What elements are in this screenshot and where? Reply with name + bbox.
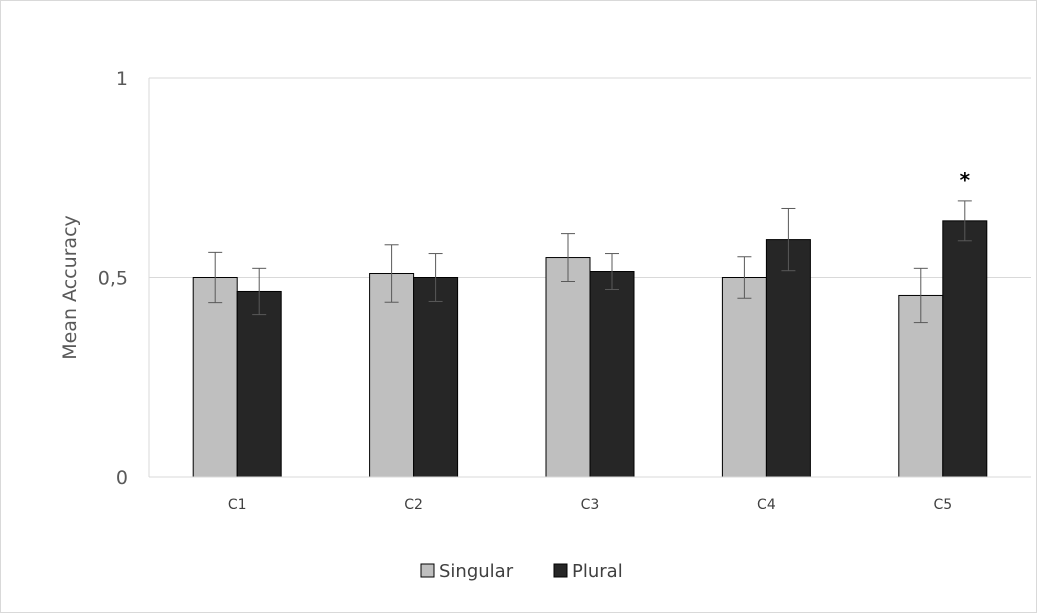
error-bar (913, 267, 928, 324)
x-tick-labels: C1 C2 C3 C4 C5 (228, 497, 952, 513)
error-bar (957, 200, 972, 242)
axes (148, 78, 1031, 478)
legend-swatch (553, 563, 568, 578)
bar-plural-c5 (942, 220, 988, 478)
bar-plural-c1 (236, 290, 282, 478)
x-tick-label: C2 (404, 497, 423, 513)
legend-item-plural: Plural (553, 561, 623, 582)
gridlines (149, 77, 1031, 278)
legend: Singular Plural (420, 561, 623, 582)
bar-plural-c4 (765, 239, 811, 478)
bars (192, 220, 988, 478)
annotations: * (960, 168, 971, 192)
x-tick-label: C1 (228, 497, 247, 513)
bar-plural-c3 (589, 271, 635, 478)
bar-singular-c1 (192, 277, 238, 478)
error-bar (252, 267, 267, 316)
bar-singular-c5 (898, 294, 944, 478)
x-tick-label: C4 (757, 497, 776, 513)
error-bar (208, 251, 223, 304)
legend-swatch (420, 563, 435, 578)
error-bar (428, 253, 443, 302)
y-axis-label: Mean Accuracy (59, 215, 81, 360)
y-tick-label: 0,5 (98, 268, 128, 290)
error-bars (208, 200, 972, 324)
bar-singular-c3 (545, 257, 591, 478)
bar-singular-c2 (369, 273, 415, 478)
x-tick-label: C5 (933, 497, 952, 513)
error-bar (605, 253, 619, 290)
significance-marker: * (960, 168, 971, 192)
x-tick-label: C3 (581, 497, 600, 513)
bar-singular-c4 (721, 277, 767, 478)
error-bar (561, 233, 575, 282)
y-tick-label: 0 (116, 467, 128, 489)
error-bar (384, 244, 399, 303)
legend-item-singular: Singular (420, 561, 514, 582)
legend-label: Plural (572, 561, 623, 582)
bar-plural-c2 (413, 277, 459, 478)
y-tick-labels: 00,51 (98, 68, 128, 489)
y-tick-label: 1 (116, 68, 128, 90)
error-bar (737, 256, 752, 299)
error-bar (781, 207, 796, 272)
legend-label: Singular (439, 561, 514, 582)
